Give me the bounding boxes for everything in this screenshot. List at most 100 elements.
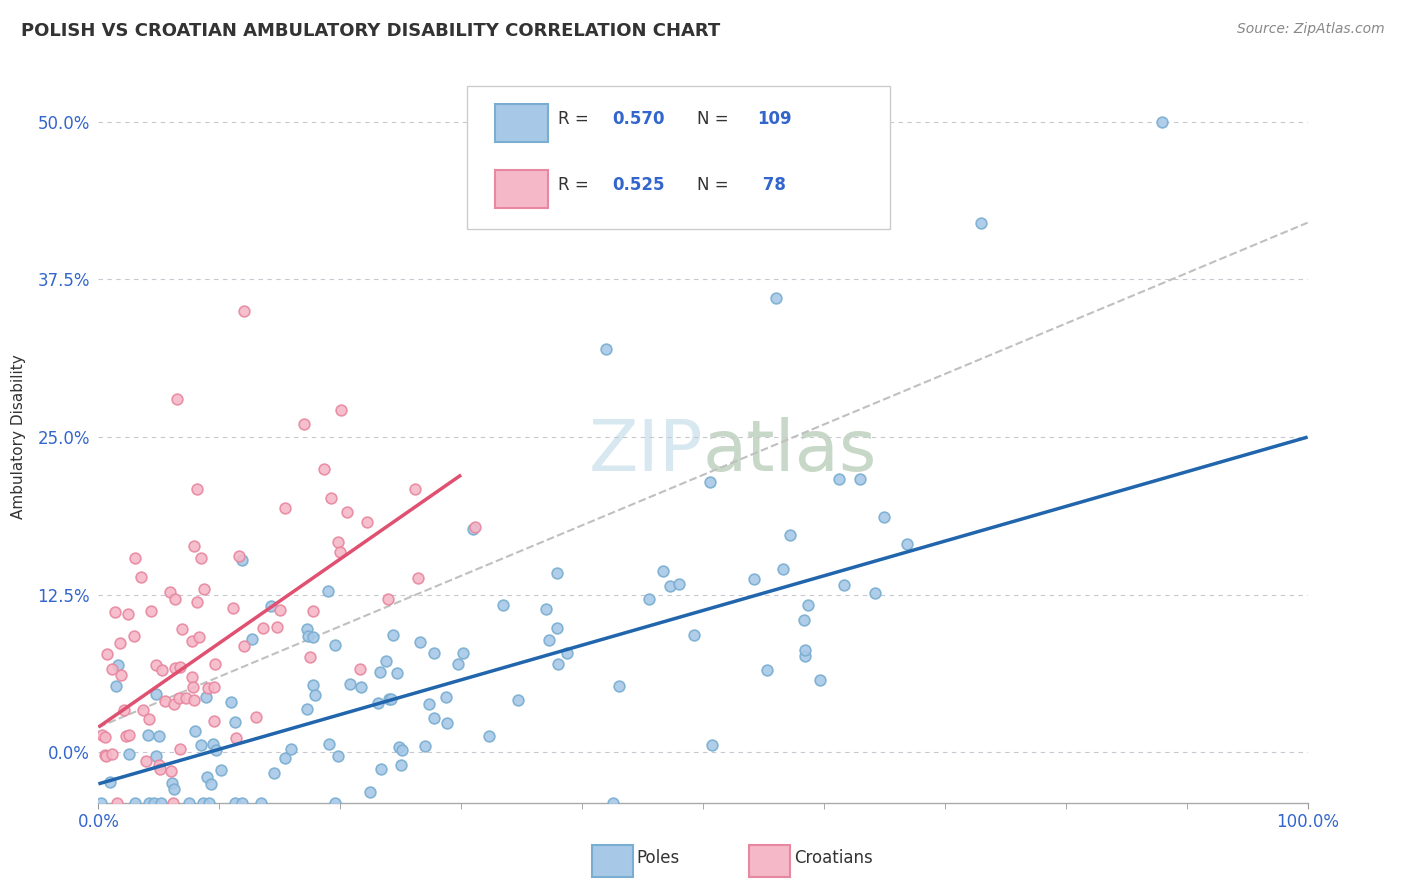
FancyBboxPatch shape [749, 846, 790, 878]
Point [849, 472, 872, 486]
Point [202, 680, 225, 694]
Point [233, 639, 256, 653]
Point [225, 731, 247, 746]
Point [138, 796, 160, 810]
Point [138, 728, 160, 742]
Point [793, 643, 815, 657]
Point [163, 592, 186, 607]
Point [107, 658, 129, 673]
Point [135, 754, 157, 768]
Text: 109: 109 [758, 110, 792, 128]
Point [105, 796, 128, 810]
Point [224, 714, 246, 729]
Point [370, 763, 392, 777]
Point [302, 678, 325, 692]
Point [375, 654, 398, 668]
Point [461, 522, 484, 536]
Point [772, 562, 794, 576]
Point [385, 666, 408, 681]
Point [382, 628, 405, 642]
Point [159, 585, 181, 599]
Point [538, 632, 561, 647]
Point [195, 770, 218, 784]
Point [124, 796, 146, 810]
Point [219, 695, 242, 709]
Point [356, 516, 378, 530]
Point [683, 628, 706, 642]
Point [304, 688, 326, 702]
Point [162, 796, 184, 810]
Point [132, 703, 155, 717]
Text: R =: R = [558, 110, 593, 128]
Point [90, 728, 112, 742]
Point [191, 796, 214, 810]
Point [336, 505, 359, 519]
Point [388, 739, 411, 754]
Point [292, 417, 315, 432]
FancyBboxPatch shape [495, 104, 548, 143]
Point [323, 796, 346, 810]
Point [160, 764, 183, 778]
Point [326, 748, 349, 763]
Point [162, 698, 184, 712]
Point [295, 623, 318, 637]
Point [297, 629, 319, 643]
Point [169, 659, 191, 673]
Point [90, 796, 112, 810]
Point [314, 462, 336, 476]
Point [755, 663, 778, 677]
Point [609, 680, 631, 694]
Point [186, 595, 208, 609]
Point [478, 729, 501, 743]
Point [329, 544, 352, 558]
FancyBboxPatch shape [495, 170, 548, 208]
Point [98, 775, 121, 789]
Point [389, 758, 412, 772]
Point [93, 730, 115, 744]
Point [139, 604, 162, 618]
Point [100, 747, 122, 761]
Point [263, 766, 285, 780]
Point [436, 716, 458, 731]
Point [557, 646, 579, 660]
Point [190, 738, 212, 752]
Point [602, 796, 624, 810]
Text: 0.570: 0.570 [613, 110, 665, 128]
Point [94, 749, 117, 764]
Point [350, 680, 373, 694]
Point [232, 304, 254, 318]
Point [434, 690, 457, 704]
Point [302, 630, 325, 644]
Point [321, 491, 343, 506]
Point [117, 607, 139, 621]
Point [176, 690, 198, 705]
Point [464, 520, 486, 534]
Text: R =: R = [558, 176, 593, 194]
Point [143, 796, 166, 810]
Point [637, 591, 659, 606]
Point [865, 586, 887, 600]
Point [145, 657, 167, 672]
Point [124, 550, 146, 565]
Point [295, 702, 318, 716]
Point [832, 578, 855, 592]
Point [169, 691, 191, 706]
Point [177, 796, 200, 810]
Point [659, 579, 682, 593]
Point [260, 599, 283, 614]
Point [359, 785, 381, 799]
Point [269, 603, 291, 617]
Point [148, 729, 170, 743]
Point [108, 636, 131, 650]
Point [193, 582, 215, 596]
Text: 78: 78 [758, 176, 786, 194]
Point [118, 728, 141, 742]
Point [94, 748, 117, 763]
Point [96, 647, 118, 661]
Point [779, 528, 801, 542]
Point [380, 691, 402, 706]
Point [873, 509, 896, 524]
Point [808, 673, 831, 687]
Point [368, 665, 391, 680]
Point [250, 796, 273, 810]
